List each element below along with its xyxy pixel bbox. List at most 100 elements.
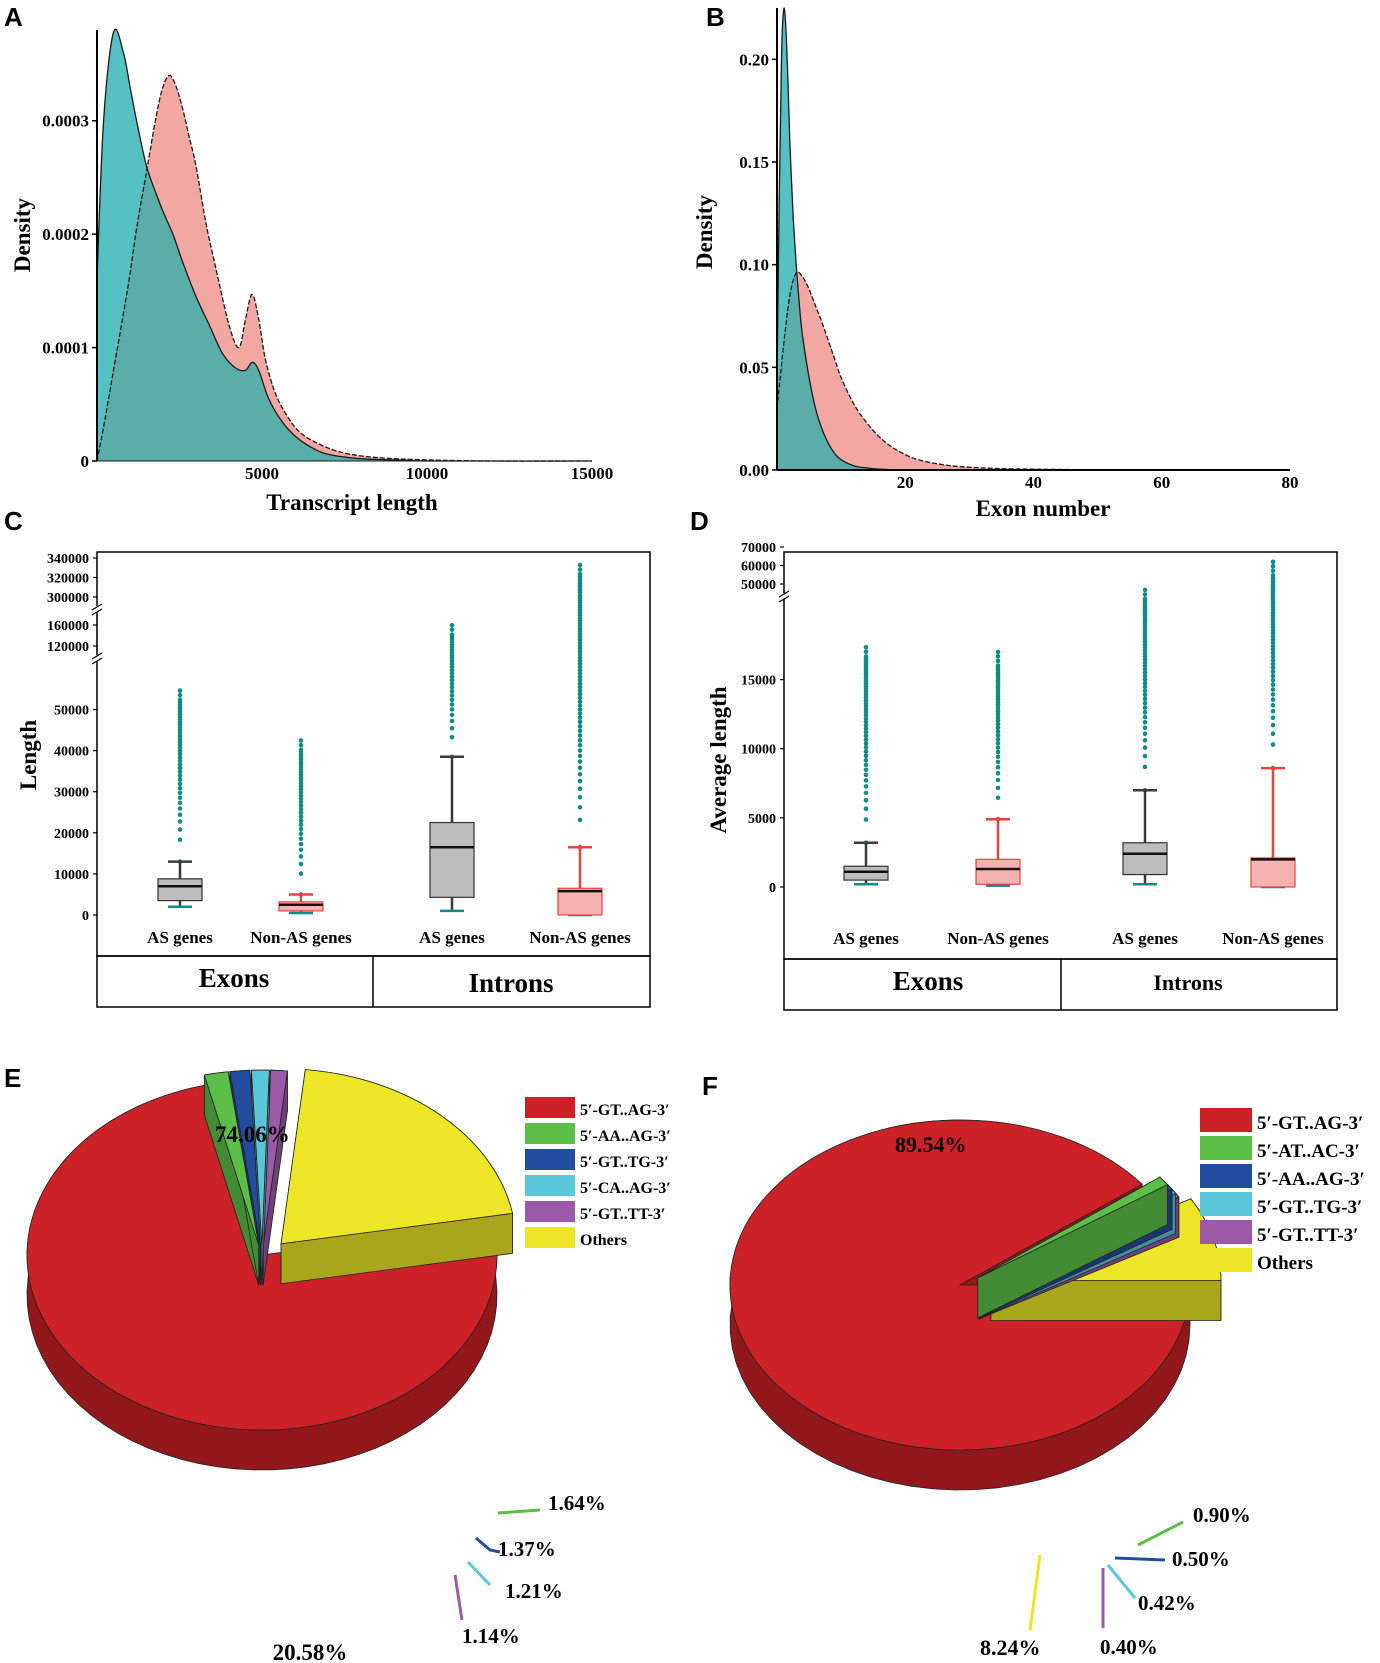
outlier-point <box>1142 745 1148 750</box>
outlier-point <box>863 753 869 759</box>
outlier-point <box>863 778 869 783</box>
outlier-point <box>863 741 869 746</box>
outlier-point <box>298 799 304 805</box>
outlier-point <box>995 729 1001 734</box>
outlier-point <box>177 812 183 817</box>
outlier-point <box>1142 764 1148 770</box>
outlier-point <box>577 738 583 743</box>
outlier-point <box>995 658 1001 664</box>
outlier-point <box>577 688 583 693</box>
outlier-point <box>449 674 455 679</box>
outlier-point <box>1270 573 1276 578</box>
outlier-point <box>177 688 183 693</box>
outlier-point <box>863 716 869 721</box>
percent-label: 1.37% <box>498 1537 556 1561</box>
outlier-point <box>449 667 455 673</box>
outlier-point <box>863 737 869 742</box>
outlier-point <box>177 786 183 791</box>
box-iqr <box>557 887 603 916</box>
outlier-point <box>1142 714 1148 720</box>
legend-swatch <box>1200 1136 1252 1160</box>
outlier-point <box>577 771 583 777</box>
outlier-point <box>1270 702 1276 708</box>
outlier-point <box>1270 742 1276 747</box>
outlier-point <box>1270 687 1276 692</box>
box-category-label: Non-AS genes <box>529 928 631 947</box>
outlier-point <box>177 795 183 800</box>
panel-b-xlabel: Exon number <box>976 496 1111 521</box>
outlier-point <box>1270 637 1276 642</box>
legend-swatch <box>1200 1248 1252 1272</box>
outlier-point <box>1270 665 1276 671</box>
y-tick-label: 60000 <box>741 560 776 575</box>
outlier-point <box>1270 640 1276 646</box>
y-tick-label: 0.05 <box>739 358 769 377</box>
leader-line <box>1106 1564 1137 1599</box>
outlier-point <box>577 795 583 800</box>
outlier-point <box>177 752 183 757</box>
y-tick-label: 5000 <box>748 812 776 827</box>
legend-label: 5′-GT..TG-3′ <box>580 1154 669 1171</box>
outlier-point <box>177 769 183 775</box>
axis-break-gap <box>91 655 103 661</box>
outlier-point <box>577 778 583 784</box>
outlier-point <box>995 663 1001 668</box>
y-tick-label: 70000 <box>741 541 776 556</box>
y-tick-label: 160000 <box>47 619 89 634</box>
legend-swatch <box>1200 1108 1252 1132</box>
legend-label: 5′-GT..TT-3′ <box>580 1206 665 1223</box>
outlier-point <box>995 718 1001 724</box>
outlier-point <box>577 661 583 667</box>
outlier-point <box>863 797 869 803</box>
percent-label: 89.54% <box>895 1132 967 1157</box>
x-tick-label: 40 <box>1025 473 1042 492</box>
x-tick-label: 5000 <box>245 464 279 483</box>
outlier-point <box>1270 669 1276 675</box>
x-tick-label: 15000 <box>571 464 614 483</box>
legend-label: 5′-GT..TG-3′ <box>1257 1197 1362 1218</box>
legend-label: 5′-GT..AG-3′ <box>1257 1113 1363 1134</box>
outlier-point <box>449 689 455 694</box>
outlier-point <box>577 742 583 748</box>
outlier-point <box>577 691 583 697</box>
outlier-point <box>1270 722 1276 728</box>
outlier-point <box>177 827 183 832</box>
leader-line <box>1114 1556 1166 1562</box>
y-tick-label: 0 <box>81 452 90 471</box>
outlier-point <box>298 803 304 808</box>
outlier-point <box>863 745 869 750</box>
overlap-density-area <box>777 271 1290 470</box>
panel-d-ylabel: Average length <box>706 686 731 833</box>
legend-swatch <box>525 1149 575 1170</box>
outlier-point <box>995 725 1001 731</box>
outlier-point <box>577 677 583 683</box>
axis-break-mark <box>91 603 103 611</box>
legend-label: 5′-GT..AG-3′ <box>580 1102 670 1119</box>
outlier-point <box>995 722 1001 727</box>
outlier-point <box>577 707 583 712</box>
outlier-point <box>995 785 1001 791</box>
outlier-point <box>1270 708 1276 714</box>
y-tick-label: 0.20 <box>739 50 769 69</box>
percent-label: 1.64% <box>548 1491 606 1515</box>
outlier-point <box>449 725 455 731</box>
outlier-point <box>1142 753 1148 759</box>
outlier-point <box>577 681 583 686</box>
legend-swatch <box>525 1227 575 1248</box>
outlier-point <box>577 562 583 568</box>
outlier-point <box>298 854 304 859</box>
outlier-point <box>298 747 304 752</box>
leader-line <box>475 1536 501 1554</box>
outlier-point <box>577 671 583 676</box>
outlier-point <box>177 806 183 811</box>
teal-density-line <box>96 28 592 462</box>
outlier-point <box>177 777 183 782</box>
outlier-point <box>995 649 1001 655</box>
outlier-point <box>995 736 1001 742</box>
outlier-point <box>177 765 183 771</box>
outlier-point <box>863 817 869 822</box>
leader-line <box>1028 1554 1042 1631</box>
outlier-point <box>1270 682 1276 688</box>
outlier-point <box>863 757 869 763</box>
outlier-point <box>1270 661 1276 667</box>
